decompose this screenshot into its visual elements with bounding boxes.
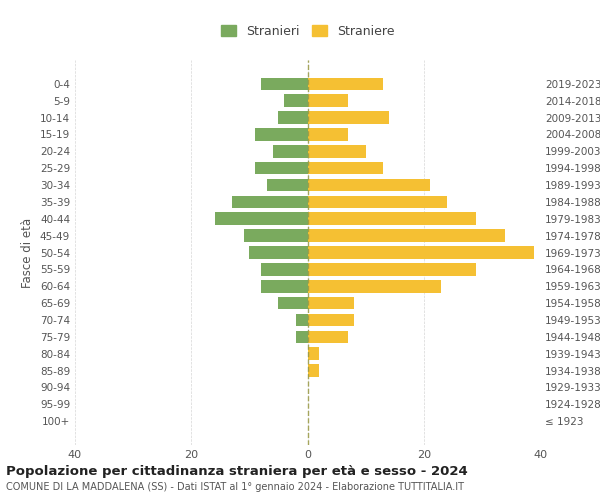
Bar [272, 145, 308, 158]
Bar [267, 178, 308, 192]
Bar [308, 263, 476, 276]
Bar [284, 94, 308, 107]
Bar [308, 196, 447, 208]
Bar [308, 162, 383, 174]
Bar [308, 246, 534, 259]
Bar [308, 330, 348, 343]
Bar [308, 145, 365, 158]
Bar [308, 94, 348, 107]
Bar [215, 212, 308, 225]
Bar [244, 230, 308, 242]
Bar [308, 230, 505, 242]
Bar [255, 128, 308, 141]
Bar [308, 128, 348, 141]
Bar [308, 78, 383, 90]
Bar [278, 111, 308, 124]
Bar [296, 330, 308, 343]
Bar [308, 280, 441, 292]
Bar [296, 314, 308, 326]
Text: Popolazione per cittadinanza straniera per età e sesso - 2024: Popolazione per cittadinanza straniera p… [6, 465, 468, 478]
Bar [308, 111, 389, 124]
Bar [278, 297, 308, 310]
Bar [308, 348, 319, 360]
Bar [261, 78, 308, 90]
Bar [232, 196, 308, 208]
Bar [308, 314, 354, 326]
Legend: Stranieri, Straniere: Stranieri, Straniere [216, 20, 399, 43]
Y-axis label: Fasce di età: Fasce di età [22, 218, 34, 288]
Bar [308, 364, 319, 377]
Bar [261, 263, 308, 276]
Bar [308, 297, 354, 310]
Text: COMUNE DI LA MADDALENA (SS) - Dati ISTAT al 1° gennaio 2024 - Elaborazione TUTTI: COMUNE DI LA MADDALENA (SS) - Dati ISTAT… [6, 482, 464, 492]
Bar [250, 246, 308, 259]
Bar [261, 280, 308, 292]
Bar [308, 178, 430, 192]
Bar [255, 162, 308, 174]
Bar [308, 212, 476, 225]
